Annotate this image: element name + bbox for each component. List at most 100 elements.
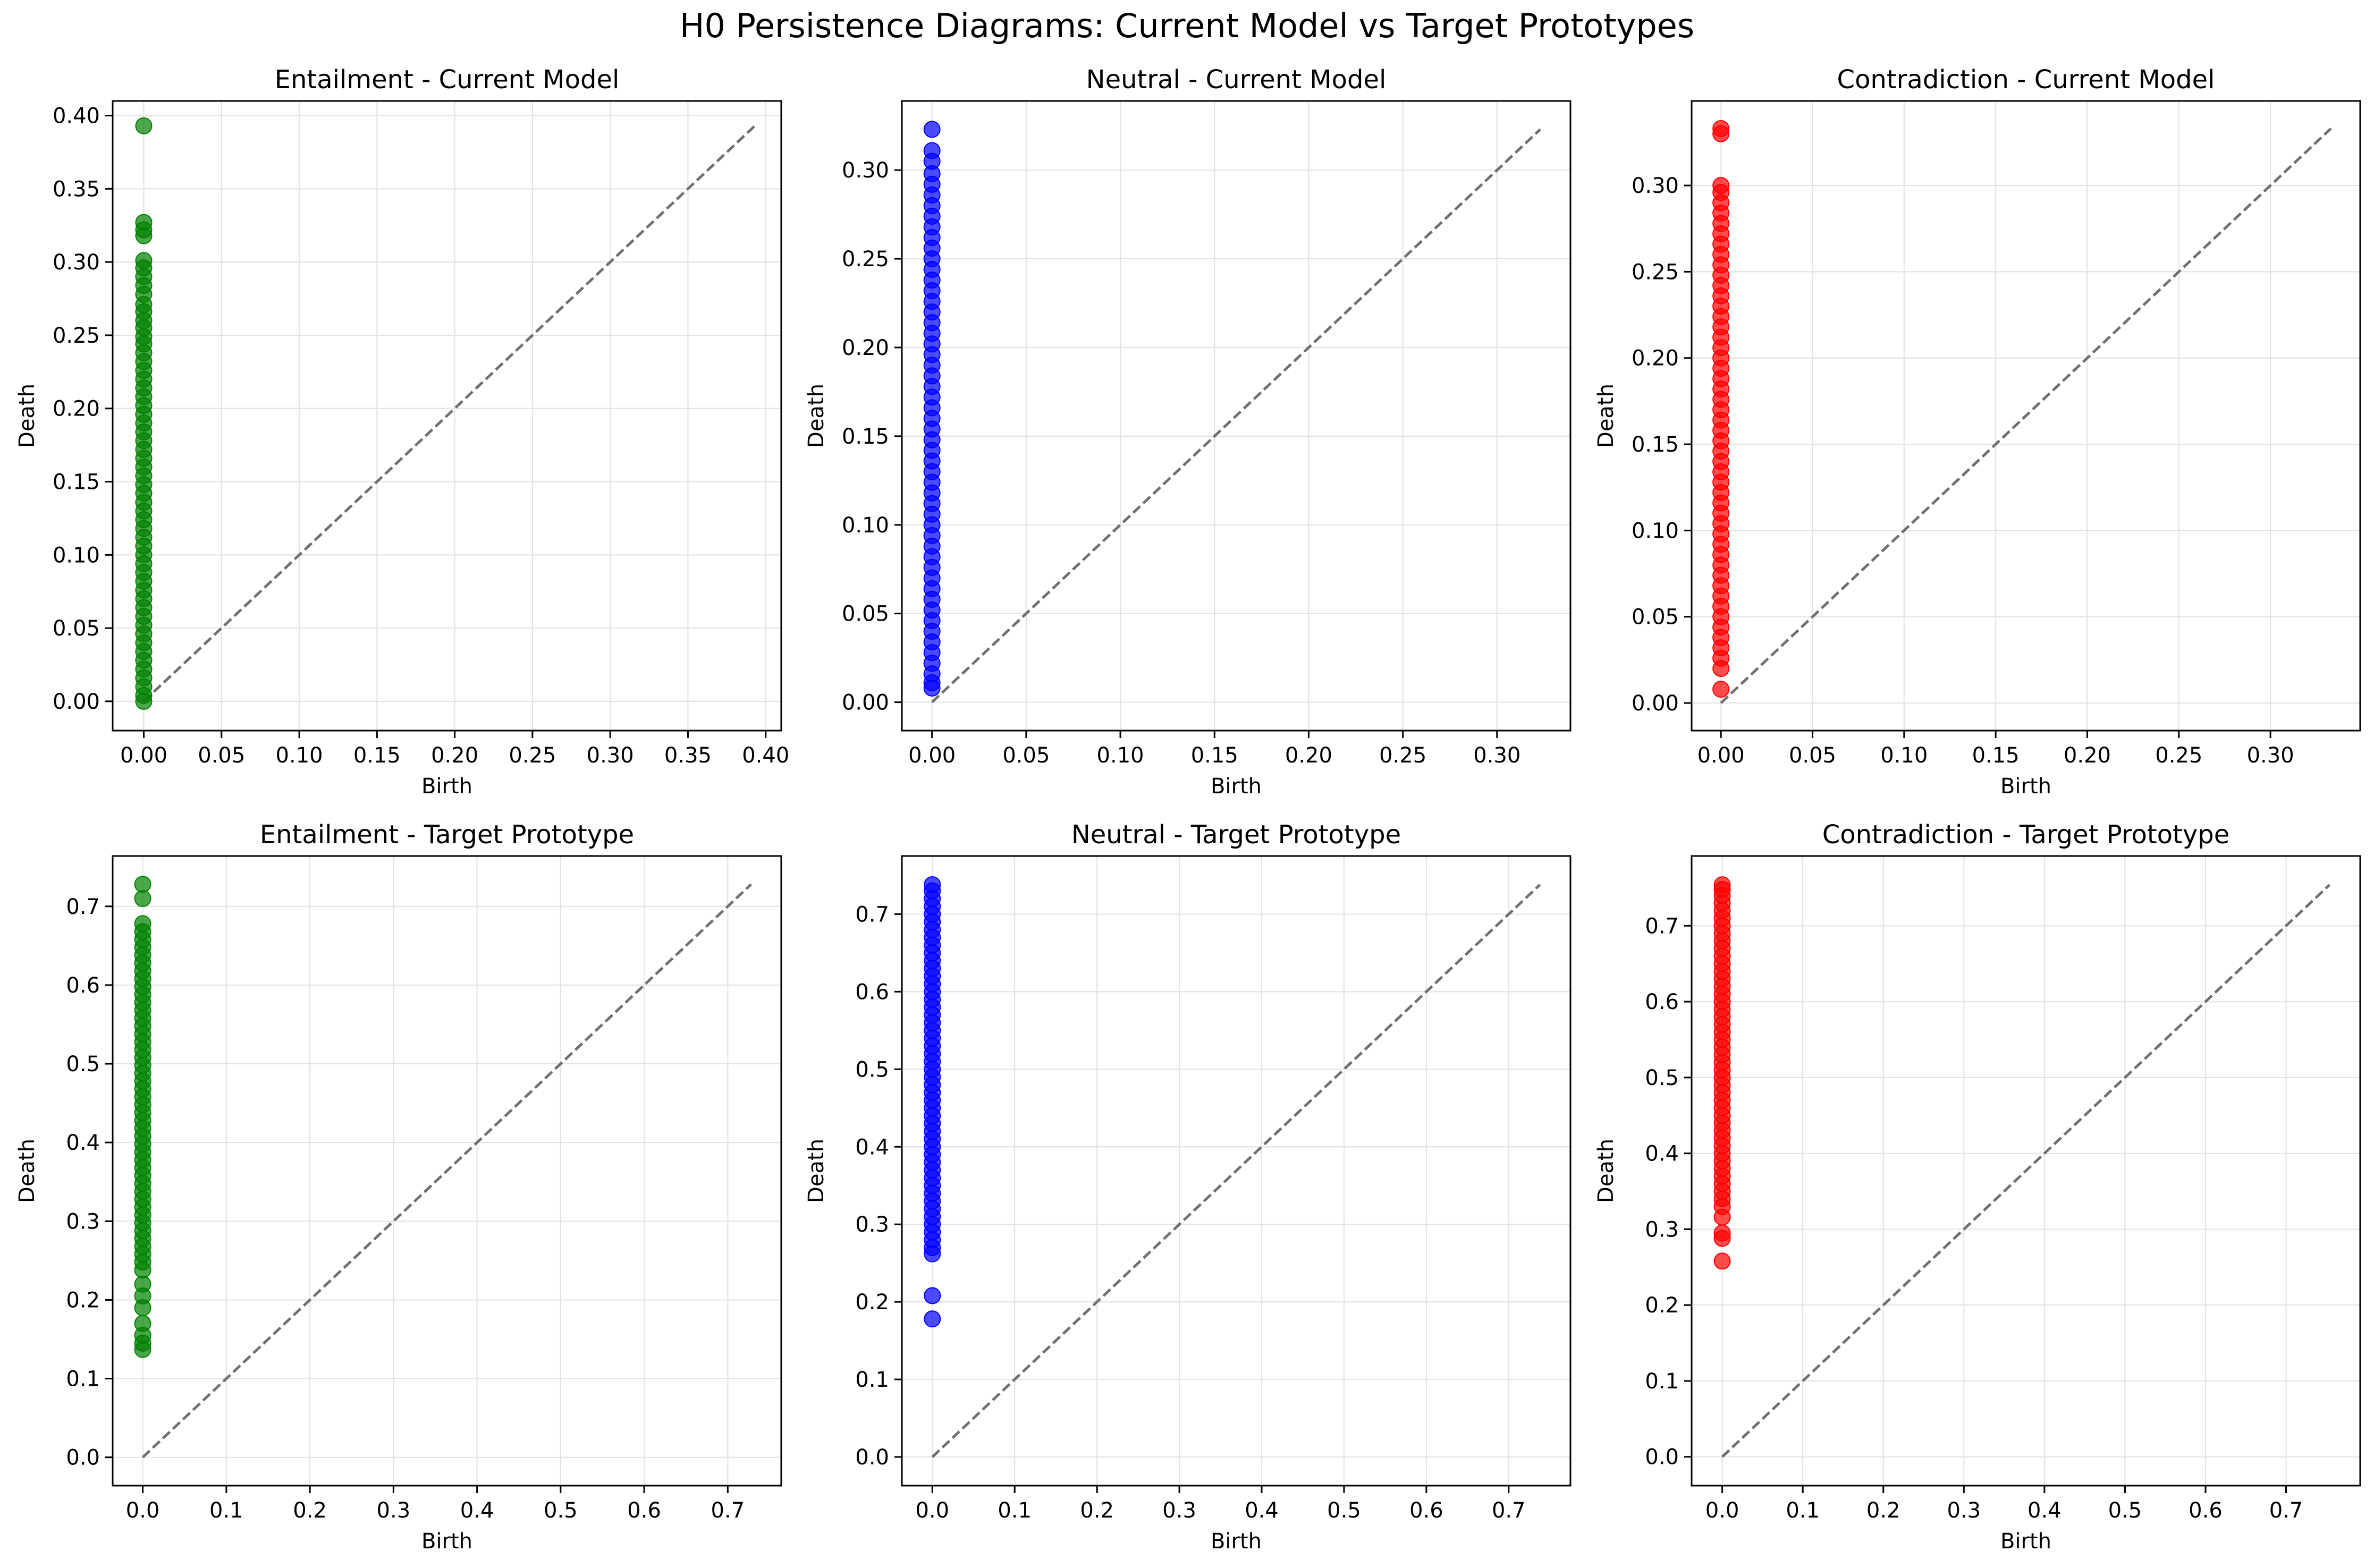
y-tick-label: 0.6 [1645,990,1679,1014]
diagonal-reference-line [142,125,756,702]
x-tick-label: 0.40 [742,743,789,768]
y-tick-label: 0.3 [1645,1217,1679,1242]
diagonal-reference-line [1720,128,2332,704]
y-tick-label: 0.05 [53,616,100,641]
x-tick-label: 0.25 [2155,743,2202,768]
data-point [1713,1230,1731,1247]
x-tick-label: 0.0 [916,1498,950,1523]
x-tick-label: 0.3 [1162,1498,1196,1523]
y-tick-label: 0.25 [1632,260,1679,284]
x-tick-label: 0.7 [2269,1498,2303,1523]
x-tick-label: 0.5 [544,1498,578,1523]
y-tick-label: 0.0 [1645,1445,1679,1470]
y-axis-label: Death [15,1139,39,1203]
y-tick-label: 0.7 [66,895,100,919]
y-tick-label: 0.15 [1632,433,1679,457]
y-tick-label: 0.05 [842,602,889,626]
y-tick-label: 0.4 [1645,1142,1679,1166]
x-tick-label: 0.6 [1409,1498,1443,1523]
x-tick-label: 0.1 [209,1498,243,1523]
data-point [924,1287,941,1304]
y-tick-label: 0.1 [1645,1369,1679,1394]
y-tick-label: 0.1 [66,1367,100,1392]
x-tick-label: 0.10 [1097,743,1144,768]
y-tick-label: 0.5 [1645,1066,1679,1090]
x-tick-label: 0.6 [2189,1498,2223,1523]
x-tick-label: 0.3 [377,1498,411,1523]
diagonal-reference-line [931,884,1541,1458]
data-point [924,1310,941,1328]
y-tick-label: 0.3 [66,1209,100,1234]
x-tick-label: 0.30 [2247,743,2294,768]
x-axis-label: Birth [421,774,472,799]
data-point [1713,1208,1731,1226]
y-tick-label: 0.10 [1632,519,1679,543]
x-tick-label: 0.5 [1327,1498,1361,1523]
y-tick-label: 0.15 [842,425,889,449]
x-tick-label: 0.15 [1191,743,1238,768]
y-tick-label: 0.10 [53,543,100,567]
y-axis-label: Death [15,384,39,448]
x-tick-label: 0.4 [1245,1498,1279,1523]
diagonal-reference-line [931,128,1542,704]
y-tick-label: 0.00 [1632,691,1679,716]
y-tick-label: 0.00 [842,691,889,715]
x-tick-label: 0.30 [1473,743,1520,768]
x-tick-label: 0.15 [353,743,401,768]
y-axis-label: Death [804,384,829,448]
data-point [1712,125,1730,142]
y-tick-label: 0.20 [842,336,889,360]
x-tick-label: 0.4 [460,1498,494,1523]
x-tick-label: 0.5 [2108,1498,2142,1523]
x-tick-label: 0.20 [2064,743,2111,768]
y-axis-label: Death [1594,384,1618,448]
y-tick-label: 0.40 [53,104,100,129]
y-tick-label: 0.00 [53,690,100,714]
y-tick-label: 0.0 [66,1446,100,1470]
axes-frame [901,100,1572,732]
data-point [134,1341,151,1358]
subplot-1: 0.00 0.05 0.10 0.15 0.20 0.25 0.30 0.35 0.40 0.00… [15,65,789,799]
x-tick-label: 0.00 [120,743,167,768]
x-tick-label: 0.25 [509,743,556,768]
subplot-title: Entailment - Target Prototype [260,820,634,850]
data-point [135,227,153,244]
x-tick-label: 0.0 [126,1498,160,1523]
y-tick-label: 0.4 [66,1131,100,1155]
axes-frame [1691,855,2361,1487]
data-point [923,679,941,697]
subplot-title: Neutral - Current Model [1086,65,1387,95]
axes-frame [901,855,1572,1487]
y-tick-label: 0.10 [842,513,889,538]
y-tick-label: 0.30 [842,158,889,183]
y-tick-label: 0.20 [1632,346,1679,371]
y-tick-label: 0.2 [1645,1293,1679,1318]
x-tick-label: 0.1 [998,1498,1032,1523]
x-tick-label: 0.05 [1789,743,1836,768]
y-tick-label: 0.05 [1632,605,1679,630]
x-axis-label: Birth [2000,774,2051,799]
x-tick-label: 0.7 [1492,1498,1526,1523]
x-axis-label: Birth [2000,1529,2051,1554]
subplot-2: 0.00 0.05 0.10 0.15 0.20 0.25 0.30 0.00 0.05 0.10… [804,65,1572,799]
x-tick-label: 0.2 [293,1498,327,1523]
y-tick-label: 0.2 [66,1288,100,1312]
subplot-title: Contradiction - Current Model [1837,65,2215,95]
x-tick-label: 0.00 [1697,743,1745,768]
axes-frame [1691,100,2361,732]
x-tick-label: 0.25 [1379,743,1426,768]
y-tick-label: 0.5 [855,1057,889,1082]
data-point [924,1245,941,1262]
x-axis-label: Birth [1211,1529,1262,1554]
data-point [135,117,153,134]
data-point [135,692,153,710]
subplot-title: Neutral - Target Prototype [1071,820,1401,850]
y-tick-label: 0.4 [855,1135,889,1159]
y-tick-label: 0.2 [855,1290,889,1315]
y-axis-label: Death [1594,1139,1618,1203]
y-axis-label: Death [804,1139,829,1203]
x-tick-label: 0.20 [431,743,478,768]
x-tick-label: 0.1 [1786,1498,1820,1523]
